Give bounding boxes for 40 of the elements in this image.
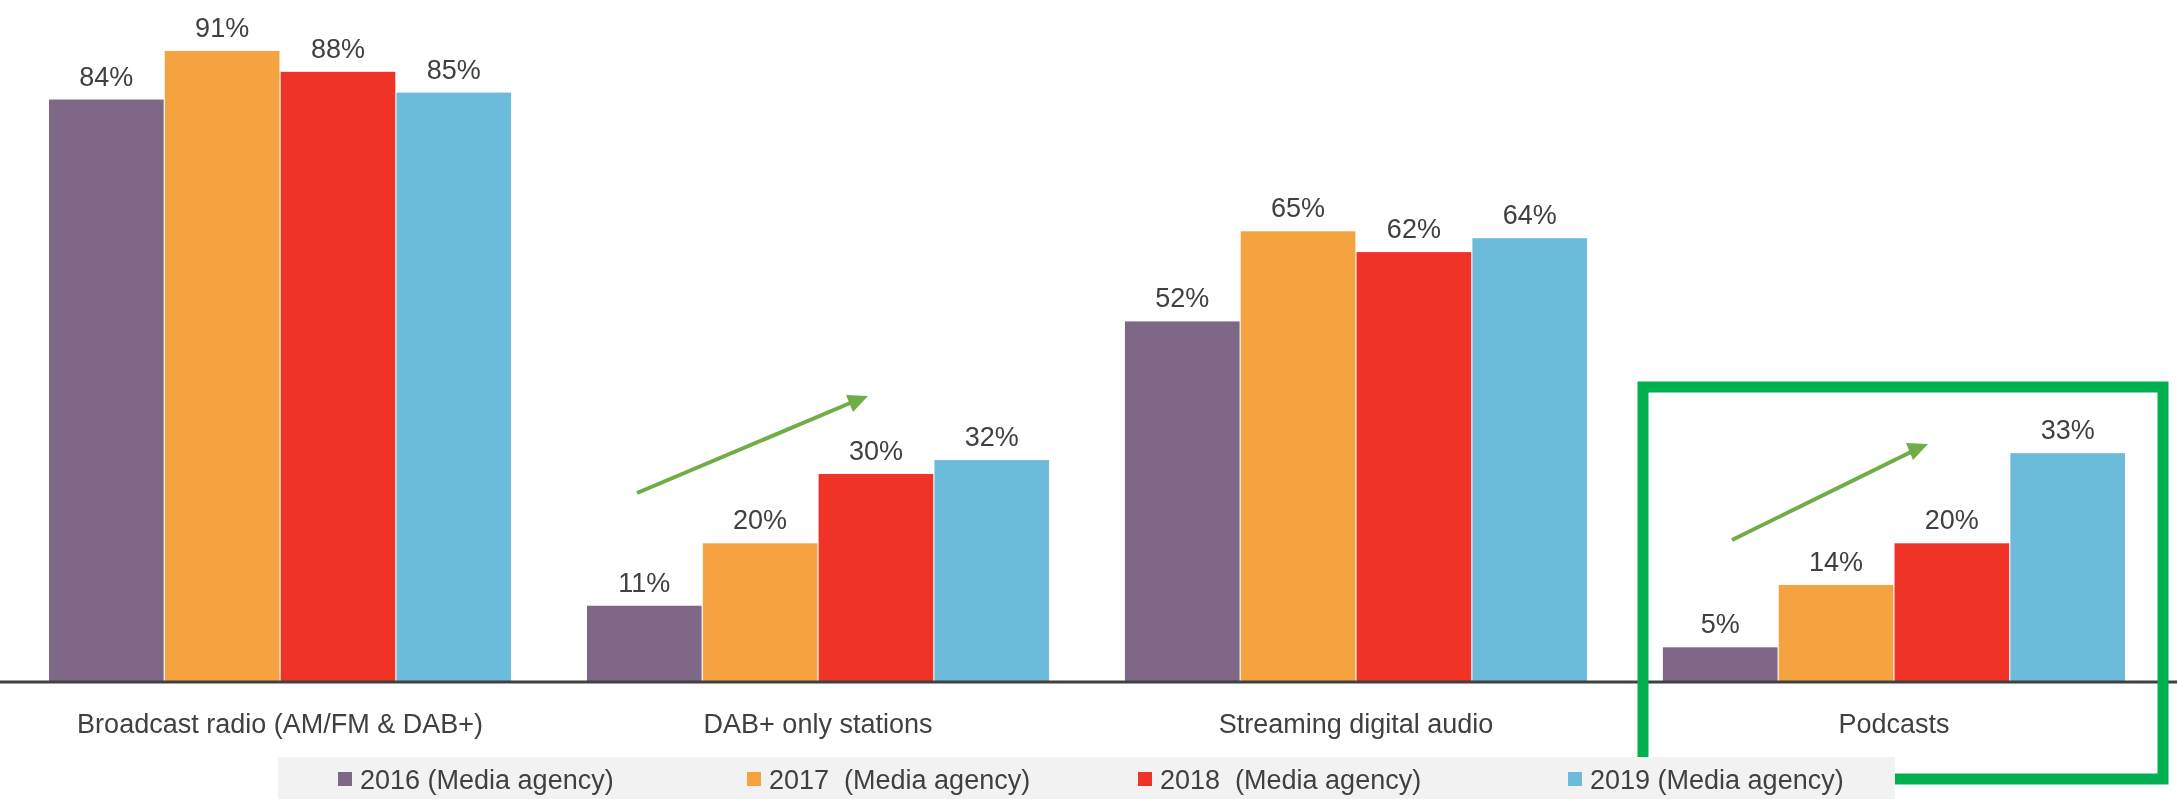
bar — [934, 460, 1050, 682]
bar — [280, 71, 396, 682]
data-label: 11% — [618, 567, 671, 598]
bar — [2010, 453, 2125, 682]
bar — [164, 51, 280, 682]
bar — [1240, 231, 1356, 682]
data-label: 88% — [310, 33, 365, 64]
bar — [1124, 321, 1240, 682]
data-label: 91% — [195, 13, 250, 43]
x-tick-label: Podcasts — [1838, 709, 1950, 739]
data-label: 33% — [2040, 415, 2095, 446]
bar — [586, 605, 702, 682]
data-label: 84% — [79, 61, 134, 92]
data-label: 5% — [1700, 609, 1740, 640]
x-tick-label: DAB+ only stations — [703, 709, 933, 739]
data-label: 30% — [848, 435, 903, 466]
bar — [1778, 584, 1894, 682]
data-label: 65% — [1271, 193, 1326, 224]
data-label: 85% — [426, 54, 481, 85]
bar — [702, 543, 818, 682]
data-label: 64% — [1502, 200, 1557, 231]
bar — [818, 473, 934, 682]
data-label: 52% — [1155, 283, 1210, 314]
data-label: 14% — [1809, 546, 1864, 577]
x-tick-label: Streaming digital audio — [1218, 709, 1494, 739]
legend-label: 2017 (Media agency) — [769, 765, 1031, 795]
bar — [1356, 252, 1472, 682]
bar — [1472, 238, 1588, 682]
data-label: 20% — [733, 505, 788, 536]
bar — [49, 99, 164, 682]
bar — [1894, 543, 2010, 682]
bar — [396, 92, 512, 682]
bar — [1662, 647, 1778, 682]
data-label: 32% — [964, 422, 1019, 453]
legend-label: 2018 (Media agency) — [1160, 765, 1422, 795]
legend-label: 2019 (Media agency) — [1590, 765, 1844, 795]
data-label: 20% — [1924, 505, 1979, 536]
legend-label: 2016 (Media agency) — [360, 765, 614, 795]
data-label: 62% — [1386, 214, 1441, 245]
x-tick-label: Broadcast radio (AM/FM & DAB+) — [77, 709, 483, 739]
